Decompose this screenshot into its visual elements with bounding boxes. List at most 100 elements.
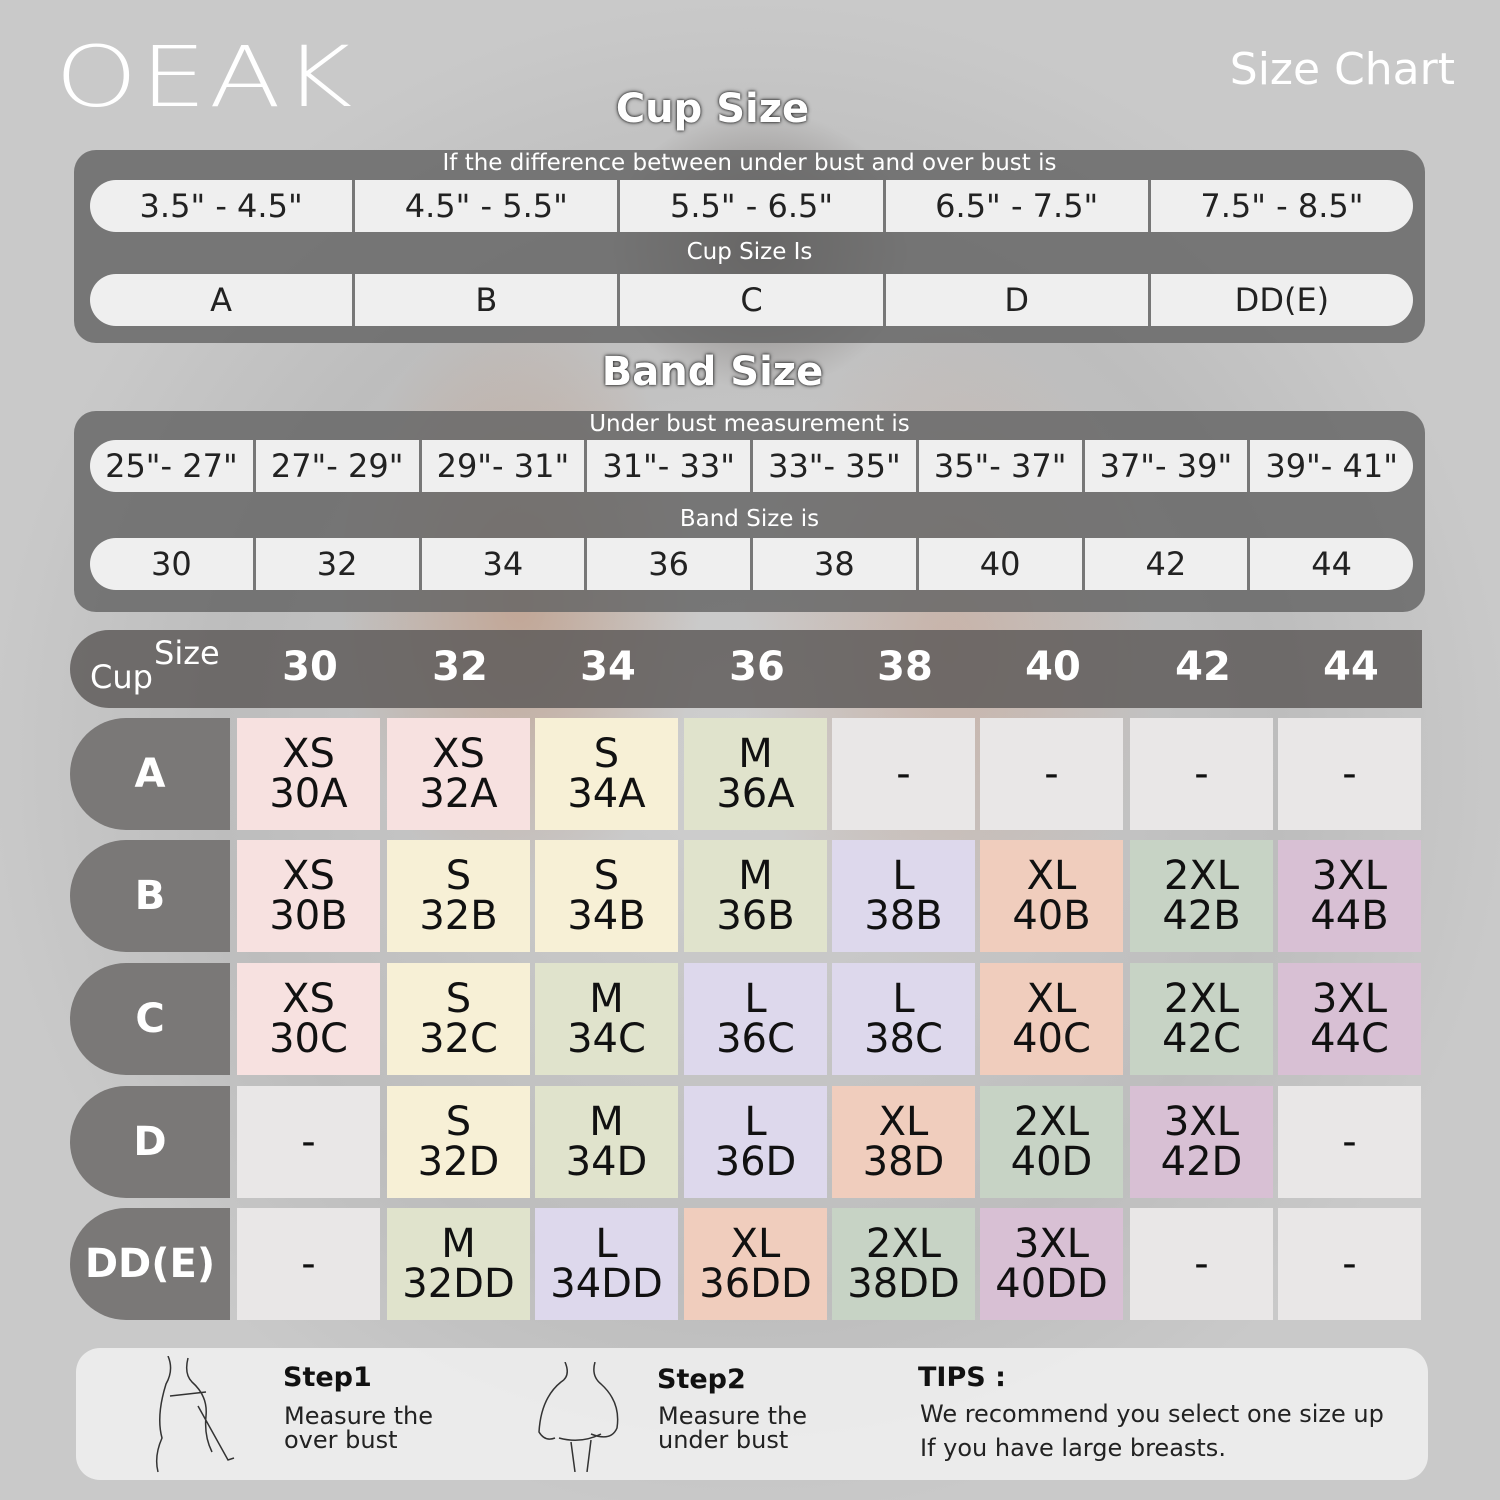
size-code: 36B <box>716 893 795 939</box>
size-letter: - <box>301 1241 316 1287</box>
size-letter: S <box>445 976 472 1022</box>
band-caption: Under bust measurement is <box>589 411 910 437</box>
band-size-cell: 44 <box>1247 538 1413 590</box>
size-cell: 3XL 40DD <box>980 1208 1123 1320</box>
band-range-cell: 31"- 33" <box>584 440 750 492</box>
size-letter: 2XL <box>1163 976 1240 1022</box>
row-header-cup: A <box>70 718 230 830</box>
size-cell: XS 30C <box>237 963 380 1075</box>
step2-text-1: Measure the <box>658 1402 808 1430</box>
size-cell: S 32C <box>387 963 530 1075</box>
tips-title: TIPS : <box>918 1362 1006 1393</box>
size-cell: XL 40B <box>980 840 1123 952</box>
size-letter: - <box>1342 751 1357 797</box>
column-header: 38 <box>877 644 933 690</box>
size-code: 32C <box>419 1016 498 1062</box>
size-cell: 2XL 42C <box>1130 963 1273 1075</box>
size-letter: L <box>744 976 767 1022</box>
column-header: 36 <box>729 644 785 690</box>
size-code: 32DD <box>402 1261 515 1307</box>
size-code: 44B <box>1310 893 1389 939</box>
size-letter: S <box>593 853 620 899</box>
size-cell: L 38B <box>832 840 975 952</box>
size-letter: XS <box>282 976 335 1022</box>
cup-ranges-row: 3.5" - 4.5" 4.5" - 5.5" 5.5" - 6.5" 6.5" - … <box>90 180 1413 232</box>
size-letter: L <box>595 1221 618 1267</box>
size-code: 42B <box>1162 893 1241 939</box>
size-cell: - <box>1278 1208 1421 1320</box>
size-code: 30C <box>269 1016 348 1062</box>
size-cell: S 32D <box>387 1086 530 1198</box>
size-letter: L <box>892 976 915 1022</box>
size-letter: L <box>744 1099 767 1145</box>
size-code: 38D <box>862 1139 945 1185</box>
size-letter: 2XL <box>1013 1099 1090 1145</box>
size-code: 42D <box>1160 1139 1243 1185</box>
size-cell: - <box>1278 1086 1421 1198</box>
column-header: 40 <box>1025 644 1081 690</box>
size-code: 32D <box>417 1139 500 1185</box>
size-cell: - <box>237 1086 380 1198</box>
band-range-cell: 25"- 27" <box>105 447 238 485</box>
size-letter: S <box>593 731 620 777</box>
band-range-cell: 33"- 35" <box>750 440 916 492</box>
cup-range-cell: 6.5" - 7.5" <box>882 180 1148 232</box>
size-code: 40B <box>1012 893 1091 939</box>
size-code: 42C <box>1162 1016 1241 1062</box>
size-code: 30B <box>269 893 348 939</box>
size-cell: XS 30A <box>237 718 380 830</box>
size-code: 40D <box>1010 1139 1093 1185</box>
size-code: 36C <box>716 1016 795 1062</box>
size-letter: XL <box>878 1099 929 1145</box>
band-ranges-row: 25"- 27" 27"- 29" 29"- 31" 31"- 33" 33"- 35"… <box>90 440 1413 492</box>
column-header: 34 <box>580 644 636 690</box>
size-cell: - <box>1130 1208 1273 1320</box>
column-header: 30 <box>282 644 338 690</box>
size-letter: XL <box>730 1221 781 1267</box>
band-size-cell: 36 <box>584 538 750 590</box>
size-cell: M 36A <box>684 718 827 830</box>
size-letter: 2XL <box>1163 853 1240 899</box>
size-cell: XL 38D <box>832 1086 975 1198</box>
size-code: 32A <box>419 771 498 817</box>
size-letter: XL <box>1026 853 1077 899</box>
size-cell: L 36C <box>684 963 827 1075</box>
size-letter: 3XL <box>1311 976 1388 1022</box>
size-cell: 2XL 42B <box>1130 840 1273 952</box>
step2-title: Step2 <box>657 1364 746 1395</box>
size-code: 38DD <box>847 1261 960 1307</box>
band-size-panel: Under bust measurement is 25"- 27" 27"- 2… <box>74 411 1425 612</box>
size-letter: 3XL <box>1163 1099 1240 1145</box>
size-letter: M <box>589 1099 624 1145</box>
cup-caption: If the difference between under bust and… <box>442 150 1057 176</box>
size-cell: S 34A <box>535 718 678 830</box>
size-letter: XS <box>282 731 335 777</box>
cup-letter-cell: B <box>352 274 617 326</box>
size-letter: L <box>892 853 915 899</box>
row-header-cup: DD(E) <box>70 1208 230 1320</box>
size-code: 34A <box>567 771 646 817</box>
size-letter: XL <box>1026 976 1077 1022</box>
size-letter: - <box>1044 751 1059 797</box>
measure-guide: Step1 Measure the over bust Step2 Measur… <box>76 1348 1428 1480</box>
size-cell: M 34C <box>535 963 678 1075</box>
size-cell: S 34B <box>535 840 678 952</box>
cup-letter-cell: A <box>210 281 233 319</box>
size-letter: 3XL <box>1311 853 1388 899</box>
step2-text-2: under bust <box>658 1426 789 1454</box>
size-cell: - <box>1278 718 1421 830</box>
size-cell: 3XL 44B <box>1278 840 1421 952</box>
size-cell: - <box>832 718 975 830</box>
step1-text-2: over bust <box>284 1426 398 1454</box>
tips-text-2: If you have large breasts. <box>920 1434 1226 1462</box>
row-header-cup: B <box>70 840 230 952</box>
cup-range-cell: 5.5" - 6.5" <box>617 180 882 232</box>
size-cell: M 34D <box>535 1086 678 1198</box>
size-cell: - <box>1130 718 1273 830</box>
size-cell: L 34DD <box>535 1208 678 1320</box>
size-letter: S <box>445 1099 472 1145</box>
tips-text-1: We recommend you select one size up <box>920 1400 1384 1428</box>
size-code: 40C <box>1012 1016 1091 1062</box>
band-range-cell: 37"- 39" <box>1081 440 1248 492</box>
size-code: 30A <box>269 771 348 817</box>
